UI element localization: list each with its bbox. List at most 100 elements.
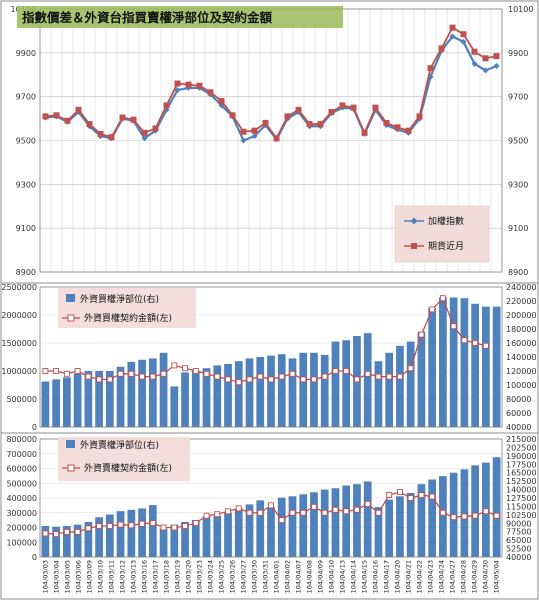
bottom-bar [396, 496, 404, 557]
middle-contract-point [182, 365, 188, 372]
bottom-contract-point [139, 520, 146, 527]
middle-bar [234, 361, 243, 427]
middle-contract-point [289, 370, 296, 377]
middle-bar [277, 354, 286, 427]
bottom-contract-point [85, 525, 92, 532]
middle-contract-point [149, 373, 156, 380]
top-point-diamond [460, 38, 467, 45]
bottom-bar [191, 519, 200, 557]
bottom-bar [181, 521, 189, 557]
middle-bar [105, 371, 114, 427]
bottom-contract-point [106, 523, 113, 529]
bottom-contract-point [117, 521, 124, 528]
middle-ytick-right: 80000 [506, 395, 531, 404]
top-chart-title: 指數價差＆外資台指買賣權淨部位及契約金額 [22, 10, 273, 25]
bottom-ytick-right: 102500 [506, 511, 537, 520]
bottom-bar [267, 507, 275, 557]
bottom-ytick-left: 300000 [6, 509, 37, 518]
bottom-bar [342, 485, 351, 557]
bottom-bar [310, 492, 318, 557]
bottom-xtick-date: 104/03/26 [229, 560, 237, 593]
middle-contract-point [192, 368, 199, 374]
bottom-contract-point [300, 509, 307, 516]
bottom-xtick-date: 104/04/15 [361, 560, 369, 593]
bottom-ytick-right: 127500 [506, 494, 537, 503]
top-point-square [427, 65, 434, 72]
top-point-square [218, 98, 225, 105]
middle-contract-point [418, 331, 425, 338]
bottom-contract-point [278, 517, 285, 524]
middle-legend-label-2: 外資買權契約金額(左) [84, 312, 172, 324]
middle-ytick-right: 220000 [506, 297, 537, 306]
middle-contract-point [171, 362, 178, 369]
top-ytick-right: 8900 [508, 268, 528, 277]
top-point-square [97, 130, 104, 137]
middle-bar [374, 361, 383, 427]
middle-bar [299, 352, 308, 427]
bottom-ytick-right: 165000 [506, 469, 537, 478]
bottom-contract-point [407, 495, 414, 501]
middle-contract-point [74, 368, 81, 374]
bottom-bar [95, 517, 103, 557]
bottom-ytick-right: 140000 [506, 486, 537, 495]
middle-bar [256, 357, 265, 427]
middle-contract-point [311, 376, 317, 383]
middle-contract-point [63, 370, 70, 377]
middle-contract-point [461, 337, 468, 344]
middle-contract-point [160, 370, 167, 377]
middle-bar [406, 341, 415, 427]
bottom-xtick-date: 104/03/31 [262, 560, 270, 593]
top-ytick-right: 10100 [508, 5, 533, 14]
middle-bar [310, 352, 318, 427]
bottom-xtick-date: 104/04/29 [471, 560, 479, 593]
top-point-square [416, 113, 423, 120]
bottom-bar [428, 479, 437, 557]
top-point-square [361, 129, 368, 136]
bottom-bar [288, 496, 297, 557]
top-ytick-right: 9300 [508, 180, 528, 189]
bottom-ytick-right: 190000 [506, 452, 537, 461]
top-point-square [53, 112, 60, 119]
middle-contract-point [375, 373, 382, 380]
bottom-ytick-right: 115000 [506, 502, 537, 511]
middle-contract-point [343, 368, 350, 374]
top-point-diamond [493, 62, 500, 69]
middle-bar [148, 358, 157, 427]
top-point-square [262, 119, 269, 126]
bottom-bar [213, 515, 222, 557]
bottom-xtick-date: 104/04/23 [427, 560, 435, 593]
top-point-diamond [174, 87, 181, 94]
middle-ytick-left: 2000000 [1, 311, 37, 320]
bottom-bar [159, 528, 168, 557]
middle-contract-point [53, 368, 60, 374]
bottom-xtick-date: 104/03/27 [240, 560, 248, 593]
bottom-xtick-date: 104/03/12 [119, 560, 127, 593]
bottom-bar [234, 508, 243, 557]
top-point-square [207, 89, 214, 96]
bottom-xtick-date: 104/03/10 [97, 560, 105, 593]
bottom-xtick-date: 104/04/10 [328, 560, 336, 593]
bottom-contract-point [96, 523, 103, 529]
bottom-contract-point [375, 509, 382, 516]
bottom-ytick-left: 700000 [6, 450, 37, 459]
middle-plot-area [39, 286, 503, 428]
middle-contract-point [472, 340, 479, 346]
middle-contract-point [85, 373, 92, 380]
top-ytick-left: 9500 [16, 137, 36, 146]
top-point-square [449, 24, 456, 31]
middle-legend-box [58, 288, 196, 328]
bottom-bar [127, 509, 136, 557]
top-point-square [339, 102, 346, 109]
bottom-xtick-date: 104/04/08 [306, 560, 314, 593]
middle-ytick-left: 500000 [6, 395, 37, 404]
bottom-bar [460, 469, 469, 557]
bottom-contract-point [63, 528, 70, 535]
bottom-xtick-date: 104/03/30 [251, 560, 259, 593]
top-ytick-left: 9900 [16, 49, 36, 58]
bottom-xtick-date: 104/04/01 [273, 560, 281, 593]
bottom-bar [406, 492, 415, 557]
top-point-square [394, 124, 401, 131]
top-point-square [350, 104, 357, 111]
middle-bar [396, 345, 404, 427]
bottom-legend-entry-1: 外資賣權淨部位(右) [66, 439, 159, 451]
